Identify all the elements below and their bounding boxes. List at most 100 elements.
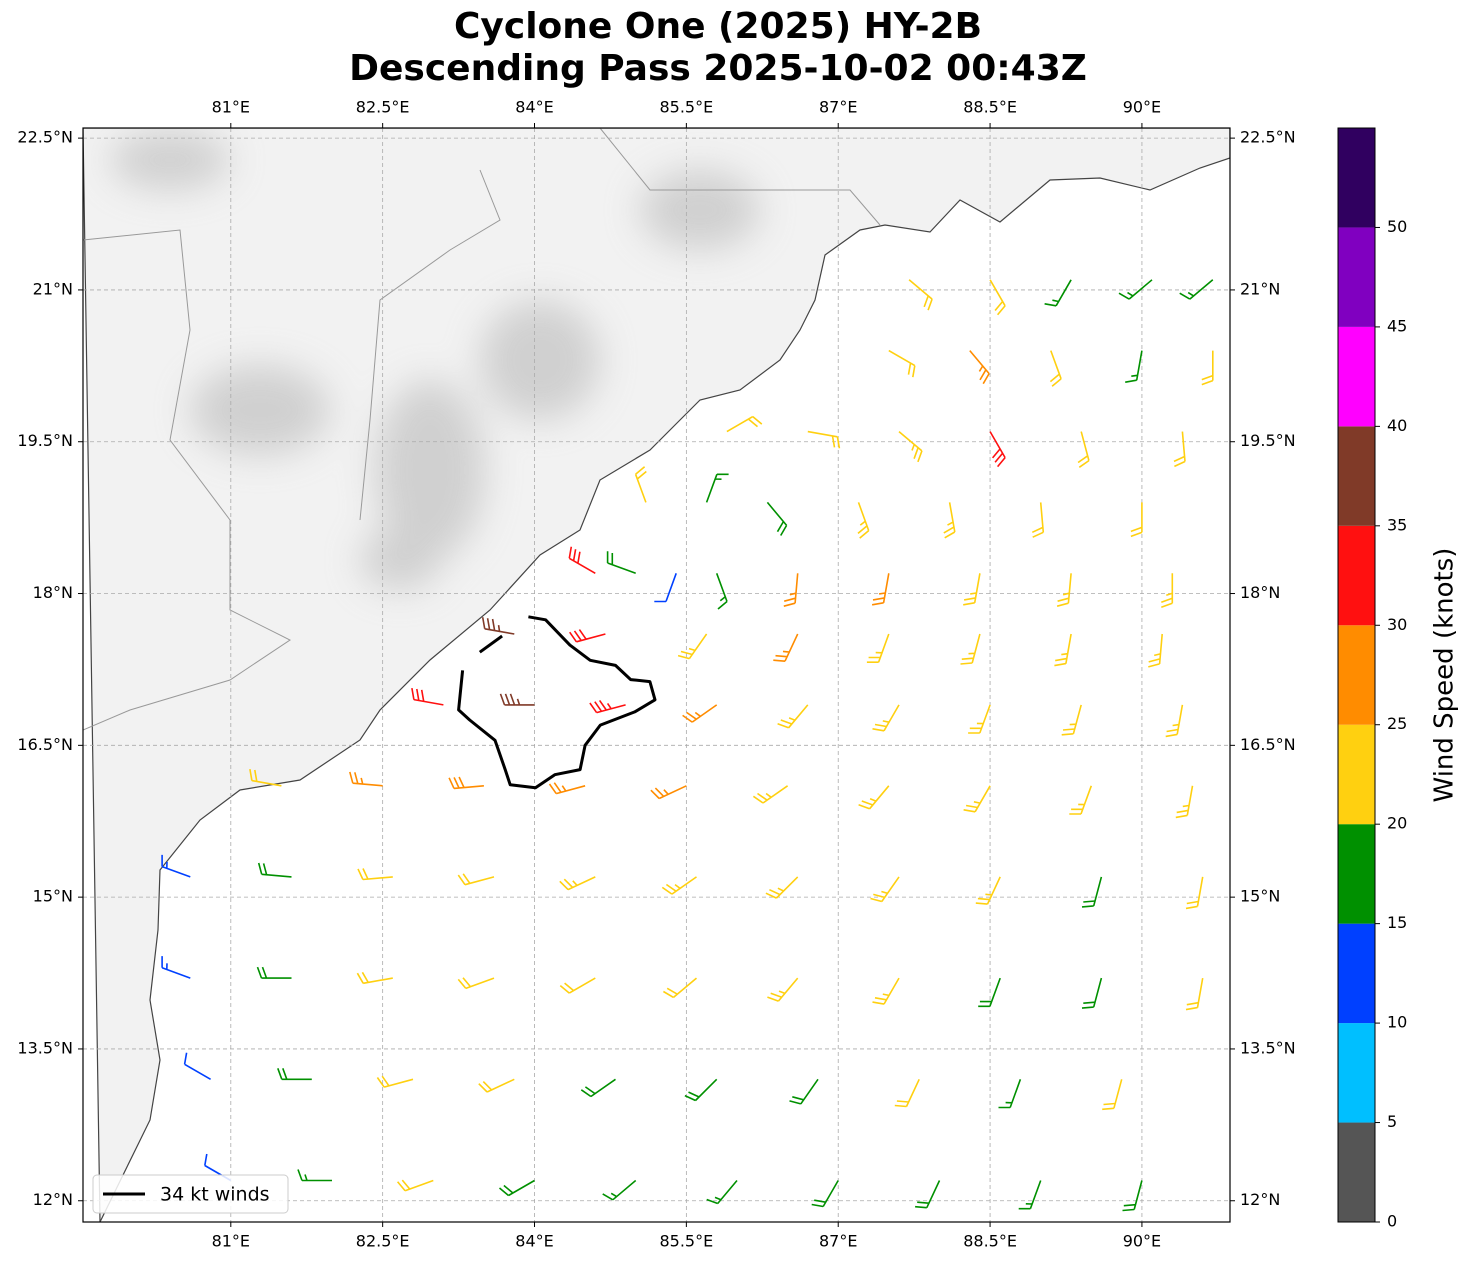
wind-barb [1122,1180,1143,1212]
wind-barb [1102,1079,1123,1111]
x-tick-label: 82.5°E [356,98,410,117]
wind-barb [677,633,708,660]
border [599,128,881,226]
wind-barb [765,876,799,899]
wind-barb [357,868,393,881]
wind-barb [811,1180,839,1208]
wind-barb [773,633,799,662]
wind-barb [963,573,981,606]
legend: 34 kt winds [92,1174,289,1214]
colorbar-frame [1337,127,1376,1223]
wind-barb [1049,350,1062,387]
wind-barb [1081,977,1103,1009]
colorbar-segment [1338,824,1375,924]
wind-barb [457,873,495,886]
wind-barb [249,768,282,787]
wind-barb [871,573,890,606]
wind-barb [968,704,991,734]
x-tick-label: 87°E [819,1232,857,1251]
wind-barb [183,1052,211,1080]
wind-barb [256,966,292,979]
colorbar-segment [1338,625,1375,725]
title-line: Cyclone One (2025) HY-2B [454,6,982,47]
wind-barb [589,699,626,714]
wind-barb [1175,785,1194,819]
colorbar-segment [1338,1122,1375,1222]
colorbar: 0 5 10 15 20 25 30 35 40 45 50 [1337,127,1407,1231]
wind-barb [766,501,788,536]
wind-barb [396,1179,434,1192]
wind-barb [858,785,890,810]
colorbar-tick-label: 5 [1387,1112,1397,1131]
wind-barb [1185,876,1204,910]
wind-barb [1148,633,1163,668]
colorbar-tick-label: 45 [1387,316,1407,335]
colorbar-segment [1338,724,1375,825]
colorbar-segment [1338,326,1375,427]
x-tick-label: 84°E [515,1232,553,1251]
wind-barb [989,279,1006,316]
wind-barb [989,431,1006,468]
wind-barb [580,1078,616,1098]
wind-barb [767,977,799,1002]
wind-barb [1081,876,1103,908]
y-tick-label: 16.5°N [1240,735,1296,754]
wind-barb [872,704,900,732]
colorbar-segment [1338,128,1375,228]
wind-barb [376,1075,414,1088]
x-tick-label: 85.5°E [659,1232,713,1251]
x-tick-label: 81°E [212,1232,250,1251]
land [83,128,1230,1222]
wind-barb [1130,502,1143,538]
barbs [161,279,1214,1212]
wind-barb [998,1079,1022,1109]
x-tick-label: 85.5°E [659,98,713,117]
wind-barb [297,1169,332,1182]
wind-barb [898,430,923,463]
wind-barb [783,573,799,607]
wind-barb [789,1078,819,1105]
wind-barb [963,785,991,813]
wind-barb [726,415,763,433]
wind-barb [705,473,729,503]
wind-barb [478,1078,515,1093]
y-tick-label: 16.5°N [17,735,73,754]
wind-barb [872,977,900,1005]
y-tick-label: 22.5°N [17,128,73,147]
wind-barb [277,1068,312,1081]
x-tick-label: 88.5°E [963,1232,1017,1251]
wind-barb [1018,1180,1042,1210]
contour-34kt [478,634,503,654]
y-tick-label: 15°N [33,887,73,906]
wind-barb [1185,977,1204,1011]
wind-barb [915,1180,941,1209]
wind-barb [602,1179,637,1201]
wind-barb [1179,279,1214,300]
wind-barb [706,1179,738,1205]
y-tick-label: 19.5°N [17,431,73,450]
colorbar-segment [1338,525,1375,626]
wind-barb [682,704,718,723]
y-tick-label: 15°N [1240,887,1280,906]
wind-barb [777,704,809,729]
wind-barb [978,977,1001,1008]
wind-barb [161,854,191,878]
colorbar-tick-label: 50 [1387,217,1407,236]
y-tick-label: 18°N [33,583,73,602]
wind-barb [457,977,495,990]
colorbar-tick-label: 30 [1387,615,1407,634]
wind-barb [650,785,687,800]
map-background [83,128,1230,1222]
y-tick-label: 12°N [1240,1190,1280,1209]
colorbar-segment [1338,923,1375,1024]
colorbar-tick-label: 40 [1387,416,1407,435]
colorbar-tick-label: 25 [1387,714,1407,733]
colorbar-tick-label: 10 [1387,1013,1407,1032]
ticks: 81°E 81°E 82.5°E 82.5°E 84°E 84°E 85.5°E 85.5°E… [17,98,1295,1251]
wind-barb [943,502,956,539]
wind-barb [161,956,191,979]
wind-barb [1161,573,1174,609]
wind-barb [411,687,444,706]
wind-barb [857,502,870,539]
